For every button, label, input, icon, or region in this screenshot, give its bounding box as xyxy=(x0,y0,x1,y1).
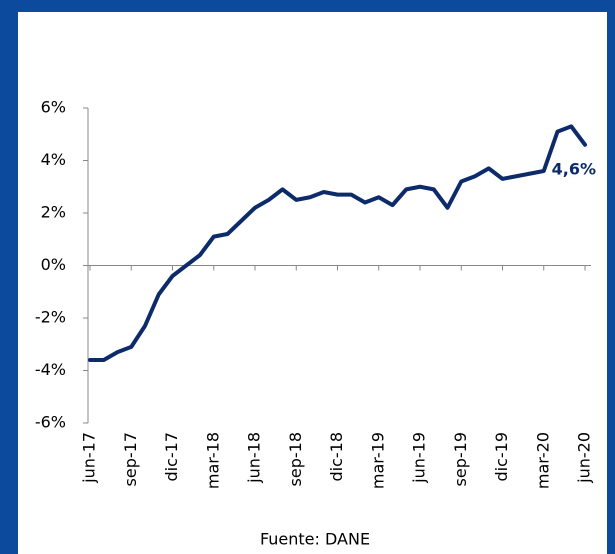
x-tick-label: dic-17 xyxy=(162,432,181,482)
x-tick-label: dic-19 xyxy=(492,432,511,482)
y-tick-label: 2% xyxy=(41,203,66,222)
y-tick-label: 4% xyxy=(41,150,66,169)
y-tick-label: 6% xyxy=(41,98,66,117)
x-tick-label: jun-17 xyxy=(80,432,99,484)
x-tick-label: mar-19 xyxy=(368,432,387,489)
x-tick-label: sep-17 xyxy=(121,432,140,486)
x-tick-label: sep-19 xyxy=(451,432,470,486)
x-tick-label: mar-18 xyxy=(203,432,222,489)
line xyxy=(88,124,587,362)
x-tick-label: sep-18 xyxy=(286,432,305,486)
annotation: 4,6% xyxy=(552,160,596,179)
y-tick-label: -6% xyxy=(35,413,66,432)
y-tick-label: -4% xyxy=(35,360,66,379)
x-tick-label: jun-19 xyxy=(410,432,429,484)
x-tick-label: mar-20 xyxy=(533,432,552,489)
y-tick-label: -2% xyxy=(35,308,66,327)
x-tick-label: dic-18 xyxy=(327,432,346,482)
panel xyxy=(18,12,607,554)
y-tick-label: 0% xyxy=(41,255,66,274)
x-tick-label: jun-18 xyxy=(245,432,264,484)
source: Fuente: DANE xyxy=(260,530,370,549)
x-tick-label: jun-20 xyxy=(575,432,594,484)
